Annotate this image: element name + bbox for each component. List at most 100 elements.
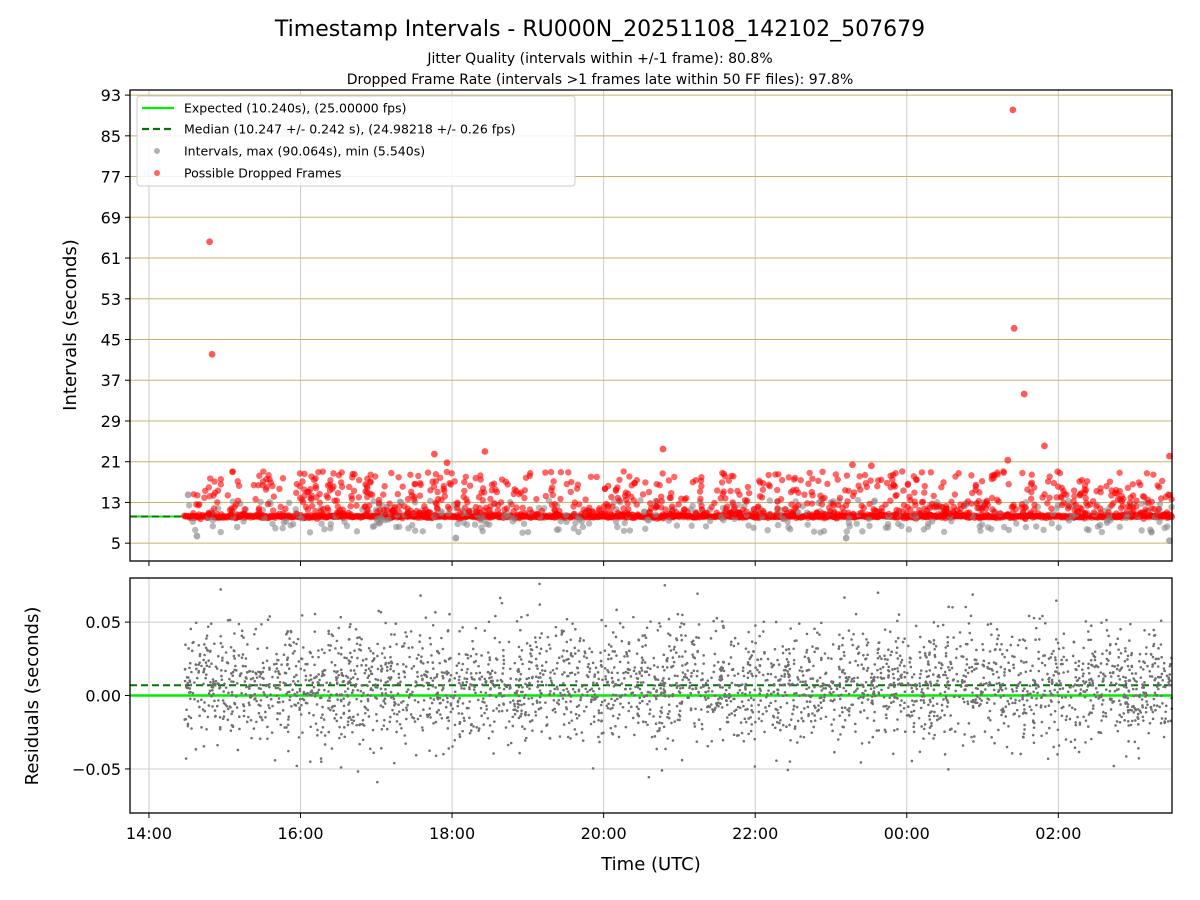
residual-point	[886, 658, 889, 661]
residual-point	[1114, 724, 1117, 727]
interval-point	[895, 520, 902, 528]
residual-point	[903, 675, 907, 679]
residual-point	[1090, 711, 1093, 715]
residual-point	[515, 678, 518, 681]
dropped-frame-point	[696, 488, 704, 495]
dropped-frame-point	[331, 497, 338, 504]
residual-point	[498, 686, 501, 690]
residual-point	[1004, 705, 1008, 708]
dropped-frame-outlier	[1041, 442, 1048, 450]
residual-point	[411, 646, 414, 649]
residual-point	[456, 700, 460, 704]
residual-point	[414, 680, 418, 683]
residual-point	[220, 678, 224, 682]
residual-point	[695, 674, 699, 678]
residual-point	[1087, 671, 1091, 675]
residual-point	[663, 583, 667, 587]
dropped-frame-point	[775, 471, 782, 478]
residual-point	[903, 730, 907, 734]
residual-point	[363, 711, 367, 715]
interval-point	[321, 525, 328, 533]
residual-point	[1116, 729, 1120, 733]
residual-point	[1049, 713, 1053, 716]
residual-point	[1105, 657, 1109, 661]
residual-point	[884, 730, 888, 734]
dropped-frame-outlier	[481, 448, 489, 455]
dropped-frame-point	[477, 472, 484, 479]
residual-point	[616, 671, 619, 675]
residual-point	[947, 768, 950, 771]
dropped-frame-point	[861, 471, 869, 479]
residual-point	[696, 592, 699, 595]
residual-point	[432, 698, 436, 701]
residual-point	[1077, 664, 1081, 668]
residual-point	[1047, 680, 1051, 684]
residual-point	[879, 671, 883, 675]
residual-point	[379, 704, 383, 707]
residual-point	[954, 656, 958, 660]
residual-point	[1064, 738, 1068, 741]
dropped-frame-point	[940, 479, 947, 486]
residual-point	[547, 643, 551, 647]
residual-point	[932, 688, 936, 692]
residual-point	[773, 647, 777, 651]
residual-point	[311, 655, 314, 659]
residual-point	[947, 687, 950, 690]
dropped-frame-point	[855, 482, 862, 489]
dropped-frame-outlier	[1020, 390, 1028, 398]
residual-point	[468, 687, 471, 691]
residual-point	[666, 712, 670, 716]
residual-point	[992, 688, 996, 692]
dropped-frame-outlier	[659, 445, 667, 453]
residual-point	[721, 686, 724, 689]
dropped-frame-point	[1070, 498, 1077, 505]
residual-point	[713, 694, 717, 697]
residual-point	[918, 684, 922, 688]
residual-point	[1120, 715, 1123, 719]
residual-point	[256, 647, 260, 651]
residual-point	[1151, 655, 1155, 659]
residual-point	[1138, 659, 1141, 663]
residual-point	[442, 752, 445, 756]
dropped-frame-point	[895, 507, 903, 514]
residual-point	[1119, 703, 1122, 706]
residual-point	[1158, 705, 1161, 709]
residual-point	[260, 716, 263, 719]
residual-point	[740, 683, 744, 686]
residual-point	[468, 700, 471, 703]
residual-point	[653, 684, 657, 687]
residual-point	[607, 643, 611, 646]
residual-point	[707, 686, 711, 690]
dropped-frame-point	[878, 476, 885, 484]
residual-point	[1112, 764, 1116, 768]
residual-point	[860, 701, 864, 705]
residual-point	[254, 697, 257, 700]
residual-point	[643, 661, 647, 664]
residual-point	[782, 723, 785, 727]
dropped-frame-point	[533, 495, 540, 503]
residual-point	[871, 702, 875, 706]
residual-point	[352, 669, 356, 672]
residual-point	[1101, 679, 1105, 683]
dropped-frame-point	[692, 477, 699, 484]
residual-point	[1053, 656, 1057, 659]
dropped-frame-point	[430, 483, 438, 490]
residual-point	[648, 700, 651, 703]
residual-point	[860, 742, 864, 745]
residual-point	[255, 683, 258, 687]
residual-point	[786, 670, 790, 673]
dropped-frame-point	[194, 492, 201, 499]
interval-point	[924, 523, 932, 530]
residual-point	[595, 695, 599, 699]
dropped-frame-point	[843, 472, 851, 479]
residual-point	[844, 689, 848, 693]
residual-point	[801, 674, 805, 677]
residual-point	[275, 694, 279, 697]
residual-point	[356, 713, 360, 716]
dropped-frame-point	[381, 483, 388, 490]
dropped-frame-point	[867, 477, 874, 484]
residual-point	[472, 725, 475, 728]
dropped-frame-point	[777, 496, 785, 503]
residual-point	[962, 700, 966, 704]
residual-point	[1040, 734, 1043, 738]
